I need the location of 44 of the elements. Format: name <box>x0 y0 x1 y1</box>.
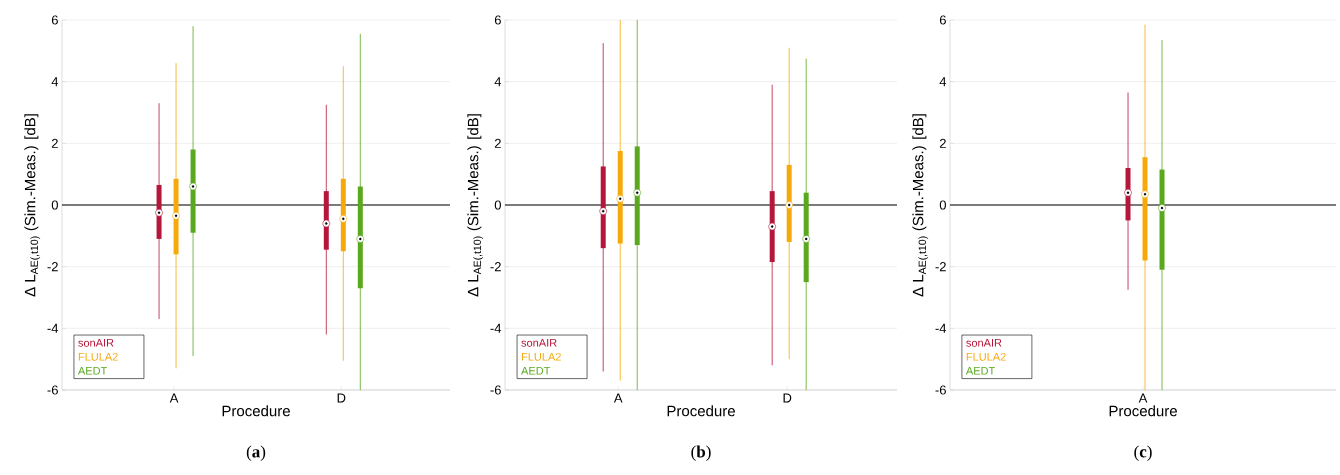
y-axis-title: Δ L$_{AE(,t10)}$ (Sim.-Meas.) [dB] <box>912 114 929 297</box>
y-tick-label: 0 <box>494 200 501 210</box>
x-tick-label: A <box>169 393 179 403</box>
y-tick-label: 2 <box>494 138 501 148</box>
text: FLULA2 <box>78 352 118 361</box>
y-tick-label: -4 <box>935 323 947 333</box>
text: AEDT <box>965 367 995 375</box>
text: (a) <box>246 445 266 461</box>
y-tick-label: -2 <box>935 262 946 272</box>
x-tick-label: A <box>613 393 623 403</box>
text: sonAIR <box>966 339 1002 347</box>
y-tick-label: 4 <box>51 77 59 87</box>
x-tick-label: A <box>1138 393 1148 403</box>
y-tick-label: 6 <box>939 15 946 25</box>
text: (c) <box>1134 445 1152 461</box>
x-axis-title: Procedure <box>1109 405 1177 417</box>
text: FLULA2 <box>966 352 1006 361</box>
x-tick-label: D <box>337 393 346 403</box>
text: FLULA2 <box>521 352 561 361</box>
y-tick-label: 6 <box>51 15 58 25</box>
text: AEDT <box>77 367 108 375</box>
y-tick-label: -4 <box>490 323 502 333</box>
x-axis-title: Procedure <box>667 405 735 417</box>
y-tick-label: -4 <box>47 323 59 333</box>
text: (b) <box>691 445 711 461</box>
y-tick-label: -2 <box>47 262 58 272</box>
y-tick-label: 0 <box>51 200 58 210</box>
text: sonAIR <box>78 339 114 347</box>
y-tick-label: 2 <box>51 138 58 148</box>
y-tick-label: 0 <box>939 200 946 210</box>
y-tick-label: -6 <box>47 385 58 395</box>
y-axis-title: Δ L$_{AE(,t10)}$ (Sim.-Meas.) [dB] <box>467 114 484 297</box>
y-axis-title: Δ L$_{AE(,t10)}$ (Sim.-Meas.) [dB] <box>24 114 41 297</box>
text: sonAIR <box>521 339 557 347</box>
y-tick-label: 4 <box>939 77 947 87</box>
y-tick-label: 4 <box>494 77 502 87</box>
y-tick-label: -6 <box>490 385 501 395</box>
x-tick-label: D <box>783 393 792 403</box>
y-tick-label: -2 <box>490 262 501 272</box>
y-tick-label: 2 <box>939 138 946 148</box>
y-tick-label: -6 <box>935 385 946 395</box>
x-axis-title: Procedure <box>222 405 290 417</box>
text: AEDT <box>521 367 551 375</box>
y-tick-label: 6 <box>494 15 501 25</box>
